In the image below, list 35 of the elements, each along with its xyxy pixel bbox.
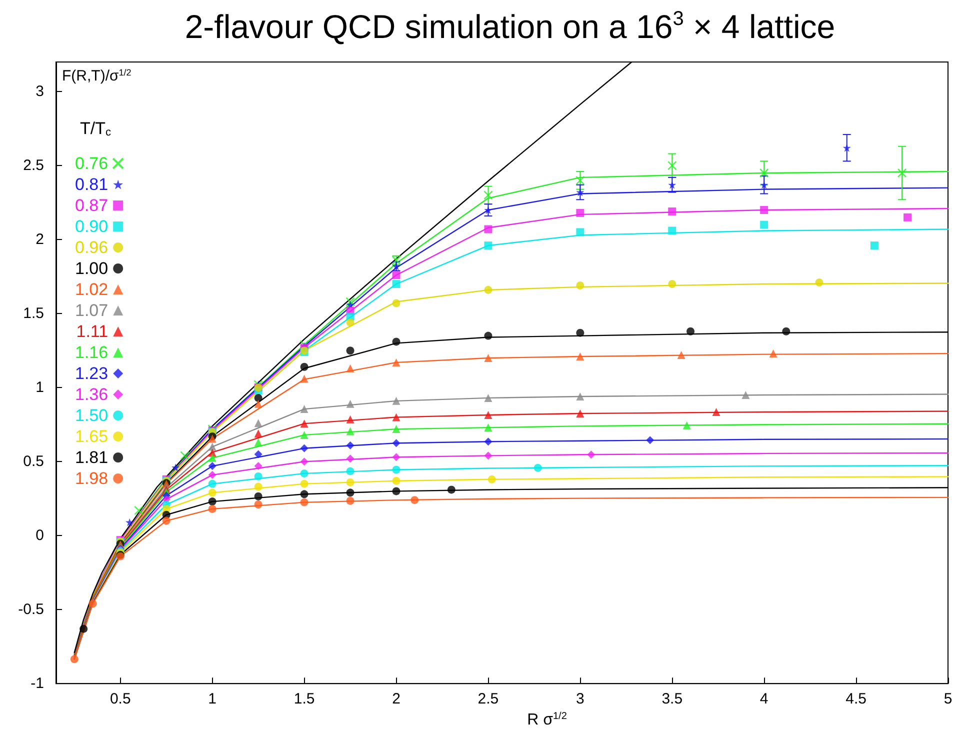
y-tick-label: 2.5 — [23, 157, 44, 174]
x-tick-label: 0.5 — [110, 690, 131, 708]
x-tick-label: 3 — [576, 690, 584, 708]
x-tick-label: 4 — [760, 690, 768, 708]
x-tick-label: 2 — [392, 690, 400, 708]
y-tick-label: 3 — [36, 83, 44, 100]
y-tick-label: 0.5 — [23, 453, 44, 470]
legend-label: 1.50 — [74, 406, 108, 425]
x-tick-label: 2.5 — [478, 690, 499, 708]
legend-label: 1.00 — [74, 259, 108, 278]
legend-label: 1.11 — [76, 322, 108, 341]
y-tick-label: 2 — [36, 231, 44, 248]
legend-label: 1.02 — [74, 280, 108, 299]
legend-label: 1.16 — [74, 343, 108, 362]
legend-label: 0.87 — [74, 196, 108, 215]
legend-label: 1.36 — [74, 385, 108, 404]
legend-label: 1.07 — [74, 301, 108, 320]
legend-label: 1.98 — [74, 469, 108, 488]
legend-label: 0.96 — [74, 238, 108, 257]
x-tick-label: 1 — [208, 690, 216, 708]
legend-label: 1.81 — [74, 448, 108, 467]
y-tick-label: -1 — [30, 675, 44, 692]
y-tick-label: 1.5 — [23, 305, 44, 322]
x-tick-label: 4.5 — [846, 690, 866, 708]
y-tick-label: -0.5 — [18, 601, 44, 618]
legend-label: 1.23 — [74, 364, 108, 383]
legend-label: 0.81 — [74, 175, 108, 194]
x-tick-label: 3.5 — [662, 690, 683, 708]
y-tick-label: 0 — [36, 527, 44, 544]
legend-label: 0.76 — [74, 154, 108, 173]
y-tick-label: 1 — [36, 379, 44, 396]
legend-label: 0.90 — [74, 217, 108, 236]
x-tick-label: 1.5 — [294, 690, 315, 708]
x-tick-label: 5 — [944, 690, 952, 708]
legend-label: 1.65 — [74, 427, 108, 446]
